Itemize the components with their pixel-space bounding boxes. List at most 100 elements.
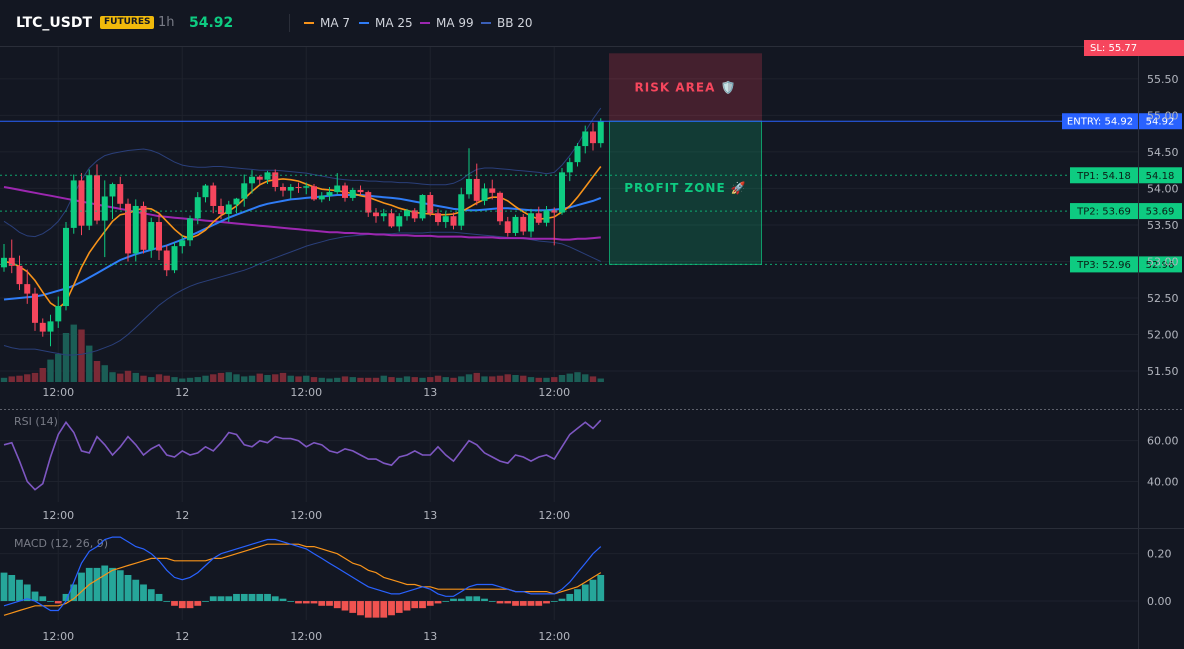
legend-ma7[interactable]: MA 7 xyxy=(304,14,350,32)
tp3-price-label: 52.96 xyxy=(1146,260,1175,271)
volume-bar xyxy=(163,375,170,382)
bollinger-bands xyxy=(3,107,602,356)
candle-body xyxy=(318,195,325,200)
volume-bar xyxy=(186,377,194,382)
candles xyxy=(1,118,604,347)
candle-body xyxy=(1,257,7,268)
rsi-line xyxy=(3,419,602,491)
volume-bar xyxy=(318,377,325,382)
macd-hist-bar xyxy=(202,601,209,602)
volume-bar xyxy=(434,375,442,382)
symbol-name[interactable]: LTC_USDT xyxy=(16,15,93,31)
candle-body xyxy=(39,322,46,332)
macd-hist-bar xyxy=(225,596,233,602)
tp2-tag xyxy=(1070,203,1138,220)
time-tick-label: 12 xyxy=(175,386,189,399)
macd-hist-bar xyxy=(380,601,388,618)
macd-hist-bar xyxy=(357,601,364,616)
macd-hist-bar xyxy=(47,601,54,602)
volume-bar xyxy=(535,377,542,382)
volume-bar xyxy=(31,372,39,382)
macd-hist-bar xyxy=(597,575,605,602)
candle-body xyxy=(94,175,100,221)
candle-body xyxy=(373,212,379,217)
candle-body xyxy=(574,146,581,163)
candle-body xyxy=(590,131,596,144)
macd-hist-bar xyxy=(8,575,16,602)
legend-bb20[interactable]: BB 20 xyxy=(481,14,533,32)
candle-body xyxy=(264,172,271,180)
macd-hist-bar xyxy=(178,601,186,609)
volume-bar xyxy=(341,376,349,382)
legend-label-bb20: BB 20 xyxy=(497,16,533,30)
volume-bar xyxy=(179,378,186,382)
candle-body xyxy=(419,195,426,219)
macd-hist-bar xyxy=(419,601,426,609)
macd-hist-bar xyxy=(566,593,574,602)
volume-bar xyxy=(140,375,147,382)
macd-hist-bar xyxy=(504,601,512,604)
macd-line xyxy=(3,536,602,612)
volume-bar xyxy=(450,377,457,382)
macd-hist-bar xyxy=(442,601,450,602)
macd-hist-bar xyxy=(527,601,535,606)
candle-body xyxy=(210,185,217,206)
candle-body xyxy=(47,321,54,332)
time-tick-label: 12 xyxy=(175,630,189,643)
candle-body xyxy=(442,216,449,223)
volume-bar xyxy=(264,375,271,382)
candle-body xyxy=(78,180,85,226)
candle-body xyxy=(396,216,403,227)
legend-ma25[interactable]: MA 25 xyxy=(359,14,413,32)
rsi-tick-label: 40.00 xyxy=(1147,476,1179,489)
volume-bar xyxy=(496,375,504,382)
macd-hist-bar xyxy=(155,593,163,602)
macd-hist-bar xyxy=(264,593,271,602)
macd-hist-bar xyxy=(426,601,434,606)
candle-body xyxy=(272,172,279,187)
volume-bar xyxy=(411,377,418,382)
tp2-price-label: 53.69 xyxy=(1146,207,1175,218)
macd-hist-bar xyxy=(186,601,194,609)
macd-hist-bar xyxy=(519,601,527,606)
time-tick-label: 12:00 xyxy=(538,630,570,643)
macd-hist-bar xyxy=(550,601,558,602)
volume-bar xyxy=(357,377,364,382)
macd-hist-bar xyxy=(132,579,140,602)
volume-bar xyxy=(0,377,8,382)
moving-averages xyxy=(3,166,602,310)
macd-tick-label: 0.20 xyxy=(1147,548,1172,561)
volume-bar xyxy=(55,354,62,382)
volume-bar xyxy=(334,377,341,382)
macd-hist-bar xyxy=(496,601,504,604)
volume-bar xyxy=(287,375,294,382)
macd-hist-bar xyxy=(39,596,47,602)
macd-hist-bar xyxy=(318,601,326,606)
time-tick-label: 12:00 xyxy=(42,630,74,643)
macd-hist-bar xyxy=(295,601,302,604)
candle-body xyxy=(163,250,170,271)
legend-ma99[interactable]: MA 99 xyxy=(420,14,474,32)
risk-zone-label: RISK AREA 🛡️ xyxy=(635,80,737,94)
rsi-pane: RSI (14) 40.00 60.00 xyxy=(3,415,1179,491)
macd-hist-bar xyxy=(574,589,581,602)
macd-hist-bar xyxy=(240,593,248,602)
candle-body xyxy=(404,210,410,217)
volume-bar xyxy=(520,375,527,382)
candle-body xyxy=(256,176,263,180)
volume-bar xyxy=(365,377,372,382)
time-tick-label: 13 xyxy=(423,386,437,399)
candle-body xyxy=(156,222,162,251)
volume-bar xyxy=(101,365,108,382)
volume-bar xyxy=(194,377,201,382)
volume-bar xyxy=(225,372,232,382)
macd-hist-bar xyxy=(434,601,442,604)
macd-hist-bar xyxy=(23,584,31,602)
interval-label[interactable]: 1h xyxy=(158,15,175,30)
time-tick-label: 12:00 xyxy=(42,386,74,399)
macd-hist-bar xyxy=(341,601,349,611)
volume-bar xyxy=(256,373,263,382)
tp1-price-label: 54.18 xyxy=(1146,171,1175,182)
macd-hist-bar xyxy=(581,584,589,602)
